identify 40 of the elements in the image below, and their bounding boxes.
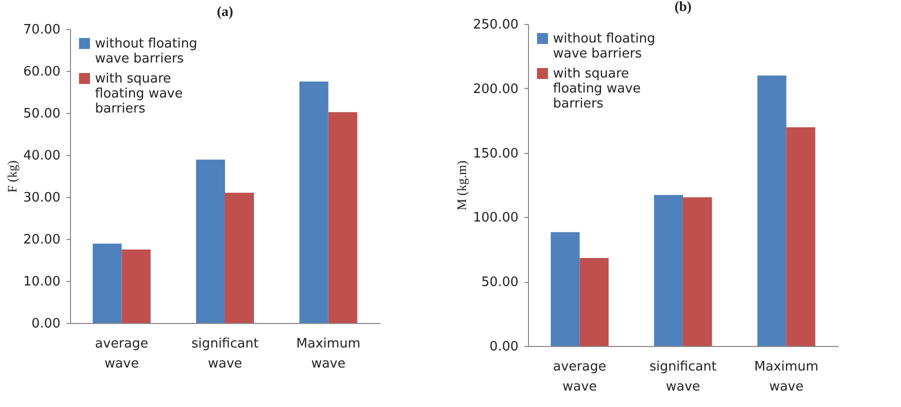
y-tick-label: 10.00 bbox=[23, 274, 60, 290]
y-tick-label: 200.00 bbox=[473, 82, 518, 97]
bar bbox=[122, 250, 151, 323]
bar bbox=[757, 76, 786, 346]
legend-label: without floating wave barriers bbox=[553, 32, 656, 62]
x-tick-label: average wave bbox=[95, 336, 148, 372]
bar bbox=[328, 112, 358, 323]
y-tick-label: 30.00 bbox=[23, 190, 60, 206]
legend-label: without floating wave barriers bbox=[95, 36, 198, 66]
y-tick-label: 0.00 bbox=[490, 340, 518, 354]
y-axis-title: M (kg.m) bbox=[454, 160, 470, 210]
x-tick-label: significant wave bbox=[191, 336, 259, 372]
bar bbox=[92, 244, 122, 323]
bar bbox=[654, 195, 683, 346]
x-tick-label: significant wave bbox=[649, 360, 717, 394]
chart-title: (b) bbox=[674, 0, 692, 15]
y-tick-label: 50.00 bbox=[23, 106, 60, 122]
y-tick-label: 70.00 bbox=[23, 22, 60, 38]
chart-title: (a) bbox=[216, 5, 234, 20]
x-tick-label: Maximum wave bbox=[296, 336, 360, 372]
bar bbox=[225, 192, 254, 323]
bar bbox=[299, 82, 328, 323]
y-tick-label: 40.00 bbox=[23, 148, 60, 164]
y-tick-label: 50.00 bbox=[481, 275, 518, 290]
bar bbox=[580, 258, 609, 346]
legend-label: with square floating wave barriers bbox=[553, 66, 641, 112]
legend-label: with square floating wave barriers bbox=[95, 72, 183, 116]
x-tick-label: average wave bbox=[553, 360, 606, 394]
y-axis-title: F (kg) bbox=[4, 160, 20, 193]
y-tick-label: 60.00 bbox=[23, 64, 60, 80]
bar bbox=[550, 232, 580, 346]
bar bbox=[683, 197, 712, 346]
bar bbox=[196, 160, 225, 323]
bar bbox=[786, 127, 816, 346]
x-tick-label: Maximum wave bbox=[754, 360, 818, 394]
y-tick-label: 150.00 bbox=[473, 146, 518, 162]
y-tick-label: 100.00 bbox=[473, 210, 518, 226]
y-tick-label: 20.00 bbox=[23, 232, 60, 248]
y-tick-label: 0.00 bbox=[32, 316, 60, 332]
y-tick-label: 250.00 bbox=[473, 18, 518, 32]
